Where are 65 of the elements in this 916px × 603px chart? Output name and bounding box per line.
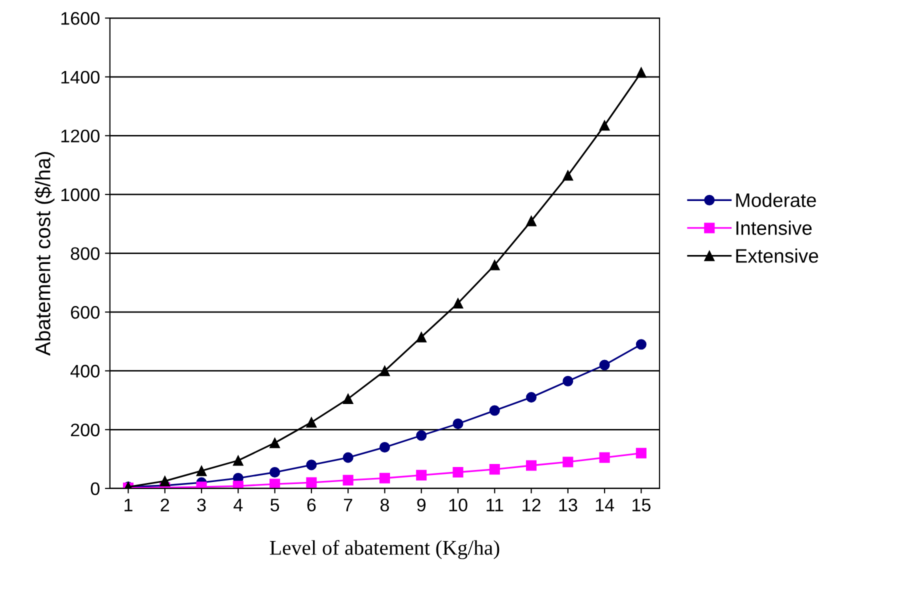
point [562, 170, 574, 181]
point [599, 360, 610, 370]
x-tick-label: 2 [160, 498, 169, 512]
y-tick-label: 1200 [61, 130, 100, 142]
x-tick-label: 14 [596, 498, 614, 512]
x-tick-label: 9 [417, 498, 426, 512]
point [416, 430, 427, 441]
point [526, 392, 537, 403]
point [306, 460, 317, 470]
point [599, 452, 610, 463]
y-tick-label: 1400 [61, 70, 100, 84]
point [636, 339, 646, 350]
x-tick-label: 3 [197, 498, 206, 512]
y-tick-label: 600 [70, 306, 100, 319]
y-tick-label: 1000 [61, 188, 100, 202]
point [489, 405, 500, 416]
point [416, 470, 427, 480]
x-tick-label: 12 [522, 498, 540, 512]
y-tick-label: 0 [90, 482, 100, 496]
point [306, 477, 317, 488]
point [379, 366, 390, 376]
point [342, 393, 354, 404]
y-axis-title: Abatement cost ($/ha) [34, 152, 54, 356]
point [196, 466, 207, 476]
y-tick-label: 200 [70, 424, 100, 436]
x-tick-label: 4 [234, 498, 243, 512]
point [270, 438, 280, 448]
x-tick-label: 5 [270, 498, 280, 512]
legend-label: Extensive [736, 248, 818, 263]
y-tick-label: 400 [70, 364, 100, 378]
x-axis-title: Level of abatement (Kg/ha) [270, 540, 500, 560]
x-tick-label: 10 [449, 498, 468, 512]
y-tick-label: 1600 [61, 12, 100, 25]
point [562, 456, 574, 468]
point [599, 120, 610, 131]
point [489, 464, 500, 475]
x-tick-label: 8 [380, 498, 389, 512]
x-tick-label: 13 [559, 498, 578, 512]
point [452, 466, 464, 478]
point [636, 67, 646, 78]
point [416, 332, 427, 342]
point [342, 474, 354, 486]
point [489, 260, 500, 270]
point [270, 478, 280, 488]
point [379, 472, 390, 484]
point [526, 216, 537, 226]
point [270, 466, 280, 478]
point [562, 376, 574, 386]
x-tick-label: 1 [124, 498, 132, 512]
x-tick-label: 15 [632, 498, 650, 512]
point [526, 460, 537, 471]
point [160, 476, 170, 486]
point [342, 452, 354, 463]
legend-label: Intensive [736, 220, 812, 235]
point [452, 418, 464, 430]
point [452, 298, 464, 309]
x-tick-label: 11 [486, 498, 504, 512]
x-tick-label: 6 [307, 498, 316, 512]
x-tick-label: 7 [344, 498, 352, 512]
point [232, 455, 244, 466]
legend-label: Moderate [736, 192, 816, 208]
point [636, 448, 646, 458]
point [306, 417, 317, 428]
point [379, 442, 390, 453]
y-tick-label: 800 [70, 247, 100, 260]
